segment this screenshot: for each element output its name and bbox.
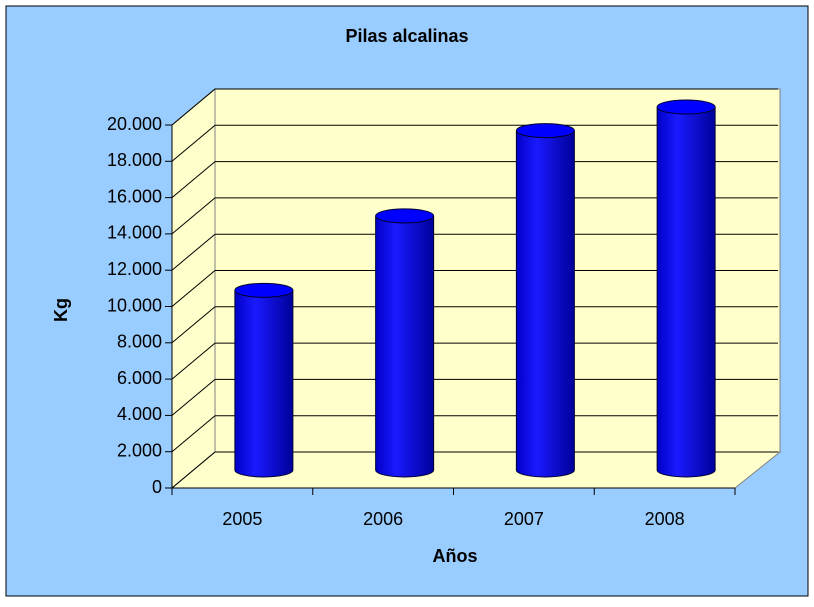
- bar: [515, 130, 575, 478]
- bar: [234, 290, 294, 478]
- bar-top: [656, 99, 716, 115]
- grid-line: [171, 306, 216, 344]
- y-tick-label: 4.000: [117, 404, 162, 424]
- bar-top: [375, 208, 435, 224]
- grid-line: [171, 161, 216, 198]
- bar-top: [515, 123, 575, 139]
- y-tick-label: 18.000: [107, 150, 162, 170]
- grid-line: [171, 379, 216, 416]
- grid-line: [171, 415, 216, 453]
- grid-line: [171, 451, 216, 489]
- y-tick-label: 2.000: [117, 440, 162, 460]
- grid-line: [171, 270, 216, 307]
- y-tick-label: 14.000: [107, 223, 162, 243]
- x-tick-label: 2008: [645, 509, 685, 529]
- grid-line: [171, 88, 216, 126]
- y-tick-label: 12.000: [107, 259, 162, 279]
- chart-title: Pilas alcalinas: [345, 26, 468, 46]
- grid-line: [171, 233, 216, 271]
- x-axis-title: Años: [433, 546, 478, 566]
- grid-line: [171, 342, 216, 380]
- x-tick-label: 2007: [504, 509, 544, 529]
- y-tick-label: 0: [152, 477, 162, 497]
- x-tick-label: 2006: [363, 509, 403, 529]
- bar: [375, 215, 435, 478]
- y-tick-label: 10.000: [107, 295, 162, 315]
- x-tick-label: 2005: [222, 509, 262, 529]
- bar-top: [234, 282, 294, 298]
- y-tick-label: 16.000: [107, 186, 162, 206]
- y-tick-label: 20.000: [107, 114, 162, 134]
- bar: [656, 106, 716, 478]
- y-tick-label: 8.000: [117, 332, 162, 352]
- y-axis-title: Kg: [51, 298, 71, 322]
- grid-line: [171, 124, 216, 162]
- grid-line: [171, 197, 216, 235]
- y-tick-label: 6.000: [117, 368, 162, 388]
